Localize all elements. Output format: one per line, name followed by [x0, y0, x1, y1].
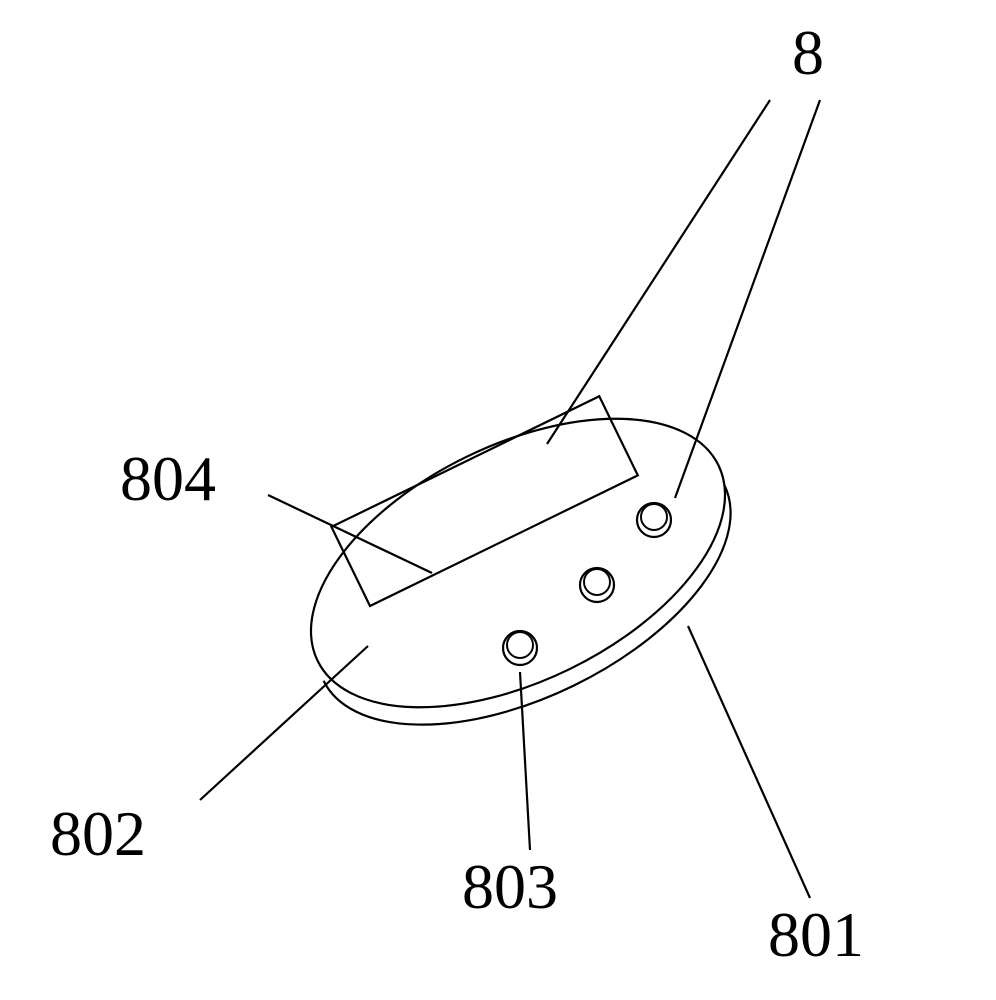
leader-bl: [200, 646, 368, 800]
leader-main_a: [547, 100, 770, 444]
label-main: 8: [792, 17, 824, 88]
label-br: 801: [768, 899, 864, 970]
leader-br: [688, 626, 810, 898]
leader-main_b: [675, 100, 820, 498]
device-button-2: [580, 568, 614, 602]
label-bl: 802: [50, 798, 146, 869]
leader-bm: [520, 672, 530, 850]
label-bm: 803: [462, 851, 558, 922]
device-button-3: [503, 631, 537, 665]
label-tl: 804: [120, 443, 216, 514]
device-body: [266, 359, 770, 767]
device-top-face: [266, 359, 770, 767]
device-button-1: [637, 503, 671, 537]
